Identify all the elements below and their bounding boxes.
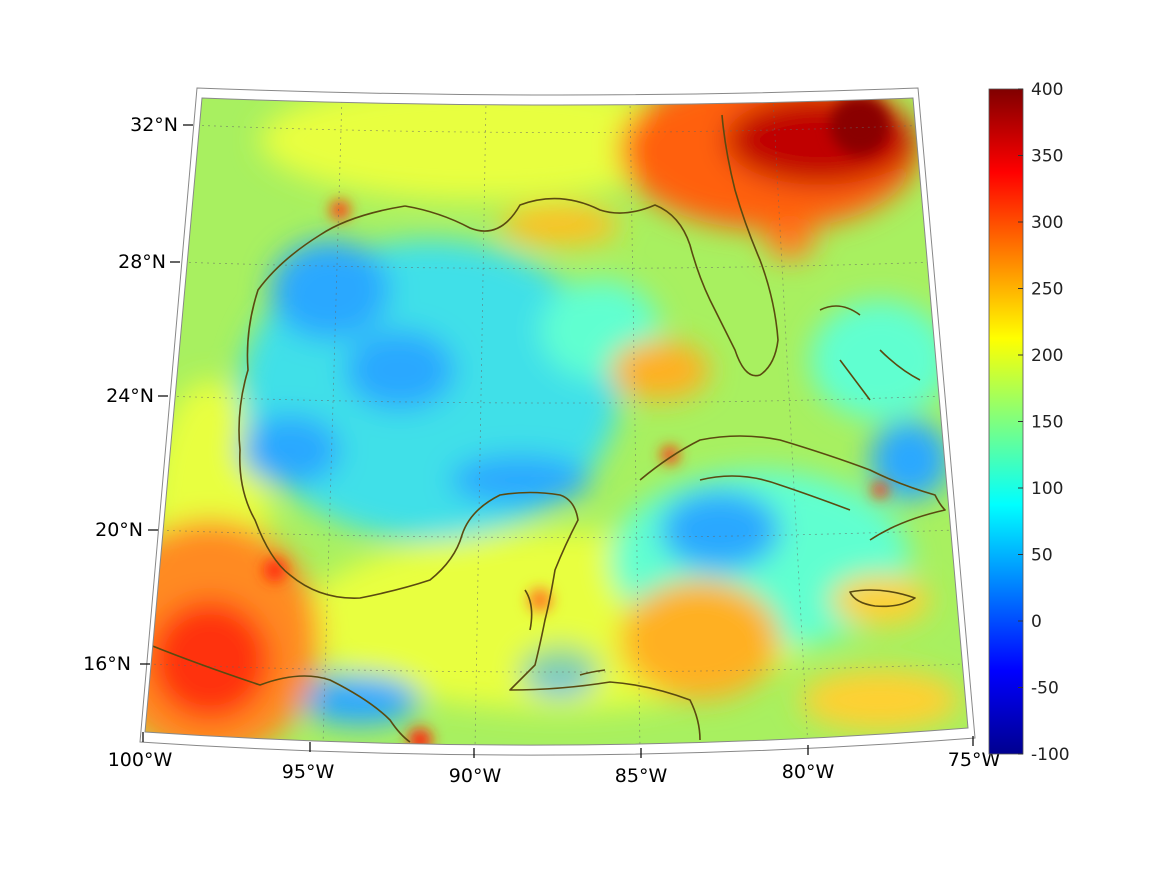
colorbar-tick-label: 300 bbox=[1031, 213, 1063, 233]
lon-label-100: 100°W bbox=[108, 749, 173, 771]
lat-label-24: 24°N bbox=[106, 385, 154, 407]
map-field bbox=[145, 98, 968, 746]
colorbar-gradient bbox=[988, 88, 1024, 755]
colorbar-tick-label: 100 bbox=[1031, 479, 1063, 499]
colorbar-tick-label: 0 bbox=[1031, 612, 1042, 632]
lat-label-32: 32°N bbox=[130, 114, 178, 136]
axis-ticks bbox=[140, 124, 974, 758]
lon-label-85: 85°W bbox=[615, 765, 668, 787]
lon-label-95: 95°W bbox=[282, 761, 335, 783]
lon-label-75: 75°W bbox=[948, 749, 1001, 771]
colorbar-tick-label: 150 bbox=[1031, 413, 1063, 433]
lat-label-20: 20°N bbox=[95, 519, 143, 541]
colorbar-tick-label: 200 bbox=[1031, 346, 1063, 366]
colorbar-tick-label: 400 bbox=[1031, 80, 1063, 100]
lat-labels: 32°N 28°N 24°N 20°N 16°N bbox=[83, 114, 178, 675]
colorbar: 400 350 300 250 200 150 100 50 0 -50 -100 bbox=[988, 80, 1070, 765]
colorbar-tick-label: 350 bbox=[1031, 147, 1063, 167]
coastlines bbox=[149, 114, 946, 743]
lon-labels: 100°W 95°W 90°W 85°W 80°W 75°W bbox=[108, 749, 1001, 787]
lon-label-80: 80°W bbox=[782, 761, 835, 783]
colorbar-tick-label: 250 bbox=[1031, 280, 1063, 300]
map-frame-outer bbox=[139, 87, 976, 756]
colorbar-tick-label: -100 bbox=[1031, 745, 1070, 765]
lon-label-90: 90°W bbox=[449, 765, 502, 787]
graticule bbox=[147, 98, 963, 746]
colorbar-tick-label: 50 bbox=[1031, 546, 1053, 566]
lat-label-16: 16°N bbox=[83, 653, 131, 675]
lat-label-28: 28°N bbox=[118, 251, 166, 273]
colorbar-ticks: 400 350 300 250 200 150 100 50 0 -50 -100 bbox=[1018, 80, 1070, 765]
colorbar-tick-label: -50 bbox=[1031, 679, 1059, 699]
map-frame bbox=[144, 97, 969, 746]
